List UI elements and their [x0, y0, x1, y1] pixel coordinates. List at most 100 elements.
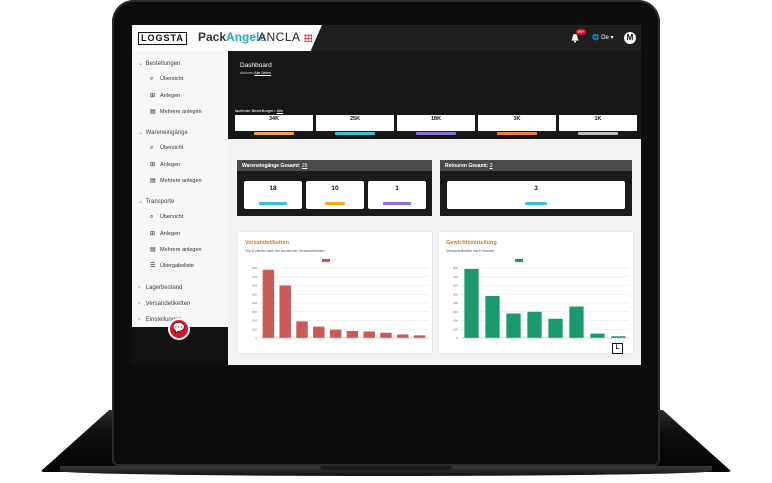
sidebar-item-label: Übergabeliste	[160, 263, 194, 269]
l-badge[interactable]: L	[612, 343, 623, 354]
kpi-value: 18	[269, 185, 277, 192]
sidebar: ⌄ Bestellungen ⌕ Übersicht ⊞ Anlegen ▤ Mehr…	[132, 51, 228, 365]
kpi-link	[447, 211, 625, 214]
sidebar-item-versandetiketten[interactable]: › Versandetiketten	[138, 301, 190, 307]
stat-card[interactable]: 3K	[478, 115, 556, 135]
kpi-card[interactable]: 18	[244, 181, 302, 209]
sidebar-item-transporte-uebergabeliste[interactable]: ☰ Übergabeliste	[150, 262, 194, 269]
logsta-logo: LOGSTA	[138, 32, 187, 45]
breadcrumb: Aktionen Alle Seiten	[240, 71, 271, 75]
sidebar-item-wareneingaenge-anlegen[interactable]: ⊞ Anlegen	[150, 161, 180, 168]
stat-badge	[578, 132, 618, 135]
sidebar-item-label: Anlegen	[160, 162, 181, 168]
kpi-card[interactable]: 3	[447, 181, 625, 209]
wareneingaenge-title: Wareneingänge Gesamt:	[242, 163, 301, 169]
breadcrumb-link[interactable]: Alle Seiten	[254, 71, 272, 75]
sidebar-group-bestellungen[interactable]: ⌄ Bestellungen	[138, 60, 180, 67]
y-tick-label: 200	[252, 319, 257, 323]
y-tick-label: 200	[453, 319, 458, 323]
retouren-panel: Retouren Gesamt: 3 3	[440, 160, 632, 216]
sidebar-item-label: Übersicht	[160, 76, 184, 82]
bell-icon[interactable]	[570, 33, 580, 43]
stat-card[interactable]: 25K	[316, 115, 394, 135]
kpi-value: 1	[395, 185, 399, 192]
y-tick-label: 700	[453, 275, 458, 279]
panel-header: Wareneingänge Gesamt: 29	[237, 160, 432, 171]
sidebar-group-label: Bestellungen	[145, 61, 181, 67]
chevron-down-icon: ⌄	[138, 199, 144, 205]
top-bar: LOGSTA PackAngels ANCLA 99+ 🌐 De ▾ M	[132, 25, 641, 51]
chevron-right-icon: ›	[138, 285, 140, 291]
kpi-card[interactable]: 10	[306, 181, 364, 209]
running-orders-label: laufende Bestellungen: Alle	[235, 108, 283, 113]
y-tick-label: 300	[252, 310, 257, 314]
y-tick-label: 300	[453, 310, 458, 314]
chart-title: Gewichtsverteilung	[446, 240, 497, 246]
language-selector[interactable]: 🌐 De ▾	[592, 35, 614, 41]
y-tick-label: 400	[252, 301, 257, 305]
sidebar-group-label: Transporte	[145, 199, 175, 205]
y-tick-label: 700	[252, 275, 257, 279]
sidebar-item-wareneingaenge-mehrere[interactable]: ▤ Mehrere anlegen	[150, 177, 202, 184]
chart-subtitle: Versandetiketten nach Gewicht	[446, 249, 495, 253]
stat-link	[397, 141, 475, 144]
avatar[interactable]: M	[624, 32, 636, 44]
sidebar-item-label: Mehrere anlegen	[160, 178, 202, 184]
stat-badge	[416, 132, 456, 135]
kpi-badge	[259, 202, 287, 205]
sidebar-item-bestellungen-mehrere[interactable]: ▤ Mehrere anlegen	[150, 108, 202, 115]
chat-bubble-icon[interactable]: 💬	[168, 318, 190, 340]
sidebar-item-transporte-mehrere[interactable]: ▤ Mehrere anlegen	[150, 246, 202, 253]
notification-badge: 99+	[576, 29, 586, 35]
kpi-card[interactable]: 1	[368, 181, 426, 209]
app-screen: LOGSTA PackAngels ANCLA 99+ 🌐 De ▾ M ⌄ B…	[132, 25, 641, 365]
y-tick-label: 400	[453, 301, 458, 305]
bar	[485, 296, 500, 338]
kpi-link	[244, 211, 302, 214]
bar	[363, 331, 375, 338]
legend-swatch	[322, 259, 330, 262]
sidebar-item-lagerbestand[interactable]: › Lagerbestand	[138, 285, 182, 291]
packangels-logo: PackAngels	[198, 30, 266, 44]
language-label: De	[601, 35, 609, 41]
y-tick-label: 600	[453, 284, 458, 288]
versandetiketten-chart: 0 100 200 300 400 500 600 700 800	[252, 259, 428, 340]
bar	[380, 332, 392, 338]
sidebar-item-transporte-anlegen[interactable]: ⊞ Anlegen	[150, 230, 180, 237]
sidebar-item-bestellungen-uebersicht[interactable]: ⌕ Übersicht	[150, 76, 183, 83]
sidebar-item-einstellungen[interactable]: › Einstellungen	[138, 317, 182, 323]
sidebar-item-label: Mehrere anlegen	[160, 109, 202, 115]
sidebar-item-wareneingaenge-uebersicht[interactable]: ⌕ Übersicht	[150, 145, 183, 152]
bar	[464, 268, 479, 338]
sidebar-item-label: Anlegen	[160, 93, 181, 99]
packangels-logo-angels: Angels	[226, 30, 267, 44]
stat-card[interactable]: 1K	[559, 115, 637, 135]
sidebar-item-label: Versandetiketten	[145, 301, 191, 307]
stat-card[interactable]: 34K	[235, 115, 313, 135]
stat-value: 34K	[268, 116, 280, 122]
bar	[296, 321, 308, 338]
kpi-badge	[383, 202, 411, 205]
sidebar-item-transporte-uebersicht[interactable]: ⌕ Übersicht	[150, 214, 183, 221]
stat-value: 3K	[513, 116, 521, 122]
ancla-logo: ANCLA	[258, 30, 301, 44]
retouren-total[interactable]: 3	[489, 163, 493, 169]
wareneingaenge-total[interactable]: 29	[301, 163, 308, 169]
stat-link	[235, 141, 313, 144]
sidebar-group-transporte[interactable]: ⌄ Transporte	[138, 198, 174, 205]
y-tick-label: 500	[453, 292, 458, 296]
sidebar-group-wareneingaenge[interactable]: ⌄ Wareneingänge	[138, 129, 188, 136]
page-title: Dashboard	[240, 62, 272, 69]
gewichtsverteilung-chart: 0 100 200 300 400 500 600 700 800	[453, 259, 629, 340]
bar	[329, 329, 342, 338]
running-orders-link[interactable]: Alle	[276, 108, 284, 113]
sidebar-item-bestellungen-anlegen[interactable]: ⊞ Anlegen	[150, 92, 180, 99]
chevron-right-icon: ›	[138, 317, 140, 323]
brand-logos[interactable]: LOGSTA PackAngels ANCLA	[132, 25, 322, 51]
stat-card[interactable]: 18K	[397, 115, 475, 135]
y-tick-label: 100	[252, 327, 257, 331]
search-icon: ⌕	[150, 76, 154, 82]
stat-value: 25K	[349, 116, 361, 122]
kpi-link	[368, 211, 426, 214]
